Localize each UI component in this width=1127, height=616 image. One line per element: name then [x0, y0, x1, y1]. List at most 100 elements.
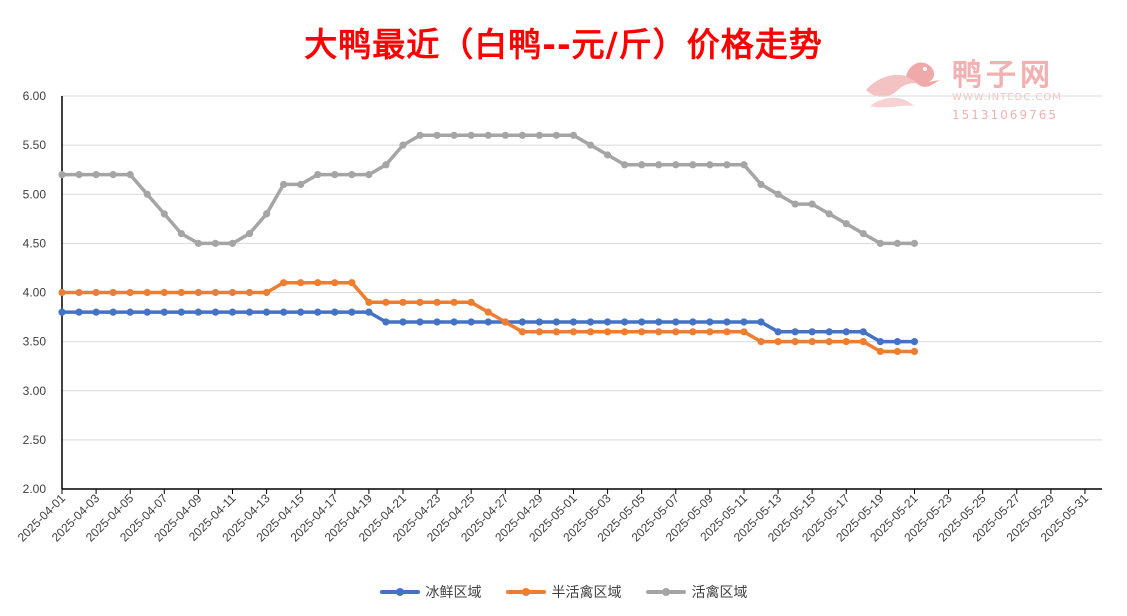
data-point [621, 161, 629, 169]
data-point [825, 338, 833, 346]
data-point [177, 229, 185, 238]
data-point [910, 347, 919, 356]
data-point [791, 200, 799, 208]
data-point [893, 338, 902, 346]
y-tick-label: 4.00 [23, 286, 47, 300]
data-point [586, 141, 595, 149]
data-point [348, 171, 356, 179]
data-point [689, 161, 697, 169]
data-point [757, 318, 765, 326]
data-point [723, 318, 731, 326]
data-point [723, 328, 731, 336]
data-point [638, 318, 646, 326]
data-point [621, 318, 629, 326]
series-line [62, 310, 915, 344]
data-point [211, 308, 220, 316]
data-point [416, 131, 424, 139]
series-半活禽区域 [58, 279, 919, 356]
data-point [450, 298, 458, 306]
data-point [297, 308, 305, 316]
data-point [331, 171, 339, 179]
data-point [433, 318, 441, 326]
y-tick-label: 5.00 [23, 187, 47, 201]
data-point [228, 288, 237, 297]
data-point [280, 308, 288, 316]
data-point [399, 318, 407, 326]
data-point [484, 131, 492, 139]
data-point [245, 229, 254, 238]
watermark: 鸭子网 WWW.INTEDC.COM 15131069765 [860, 50, 1090, 122]
data-point [143, 288, 151, 297]
data-point [569, 328, 578, 336]
data-point [842, 328, 850, 336]
data-point [194, 308, 202, 316]
watermark-phone: 15131069765 [952, 108, 1058, 122]
x-axis-ticks: 2025-04-012025-04-032025-04-052025-04-07… [15, 489, 1091, 545]
data-point [859, 328, 867, 336]
data-point [109, 308, 117, 316]
y-axis-ticks: 2.00 2.50 3.00 3.50 4.00 4.50 5.00 5.50 6.00 [23, 89, 47, 496]
data-point [177, 308, 185, 316]
data-point [58, 171, 66, 179]
data-point [245, 288, 254, 297]
data-point [535, 131, 543, 139]
data-point [211, 288, 220, 297]
data-point [552, 328, 561, 336]
data-point [876, 338, 884, 346]
data-point [535, 328, 543, 336]
data-point [75, 171, 83, 179]
data-point [262, 288, 271, 297]
data-point [569, 318, 578, 326]
data-point [126, 171, 134, 179]
data-point [126, 308, 134, 316]
data-point [706, 318, 714, 326]
data-point [859, 338, 867, 346]
data-point [893, 239, 902, 247]
data-point [160, 210, 168, 218]
data-point [603, 328, 612, 336]
data-point [75, 288, 83, 297]
y-tick-label: 2.50 [23, 433, 47, 447]
data-point [706, 161, 714, 169]
data-point [740, 161, 748, 169]
data-point [740, 318, 748, 326]
data-point [109, 171, 117, 179]
data-point [177, 288, 185, 297]
data-point [638, 161, 646, 169]
data-point [689, 328, 697, 336]
data-point [245, 308, 254, 316]
y-tick-label: 3.00 [23, 384, 47, 398]
data-point [92, 308, 100, 316]
data-point [399, 298, 407, 306]
legend-item: 半活禽区域 [505, 582, 622, 602]
legend-swatch [379, 588, 420, 596]
data-point [92, 171, 100, 179]
data-point [535, 318, 543, 326]
series-冰鲜区域 [58, 308, 919, 346]
data-point [194, 239, 202, 247]
data-point [331, 279, 339, 287]
data-point [365, 171, 373, 179]
legend-label: 冰鲜区域 [425, 585, 482, 601]
legend-item: 冰鲜区域 [379, 582, 482, 602]
data-point [552, 318, 561, 326]
data-point [143, 308, 151, 316]
y-tick-label: 6.00 [23, 89, 47, 103]
data-point [365, 298, 373, 306]
data-point [586, 318, 595, 326]
gridlines [62, 95, 1102, 441]
legend-swatch [645, 588, 686, 596]
data-point [109, 288, 117, 297]
data-point [876, 239, 884, 247]
data-point [655, 161, 663, 169]
duck-logo-icon [866, 62, 940, 108]
data-point [467, 131, 475, 139]
data-point [586, 328, 595, 336]
data-point [58, 288, 66, 297]
data-point [757, 338, 765, 346]
data-point [501, 131, 509, 139]
data-point [825, 210, 833, 218]
data-point [365, 308, 373, 316]
data-point [621, 328, 629, 336]
legend-item: 活禽区域 [645, 582, 748, 602]
